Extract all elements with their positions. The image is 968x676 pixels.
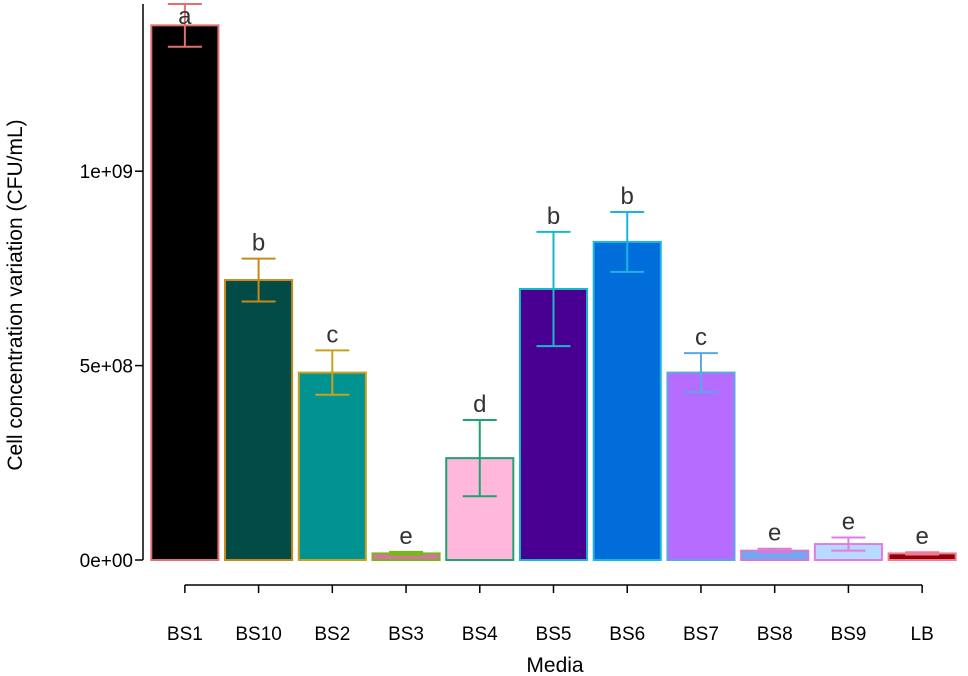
significance-label: e — [842, 508, 855, 535]
error-bar-bs2 — [315, 349, 350, 396]
significance-label: b — [621, 183, 634, 210]
significance-label: b — [547, 203, 560, 230]
bar-bs5 — [518, 287, 589, 561]
error-bar-bs7 — [683, 352, 718, 394]
bar-bs2 — [297, 371, 367, 562]
x-tick-label: BS7 — [683, 624, 719, 645]
x-tick-label: BS1 — [167, 624, 203, 645]
error-bar-bs1 — [167, 3, 202, 48]
significance-label: e — [915, 523, 928, 550]
x-tick-label: BS4 — [462, 624, 498, 645]
x-tick-label: BS3 — [388, 624, 424, 645]
significance-label: b — [252, 230, 265, 257]
significance-label: d — [473, 391, 486, 418]
bar-bs1 — [150, 24, 220, 561]
error-bar-bs6 — [610, 211, 645, 273]
error-bar-bs8 — [757, 547, 792, 554]
x-tick-label: LB — [911, 624, 934, 645]
significance-label: e — [768, 520, 781, 547]
significance-label: a — [178, 3, 192, 30]
significance-label: c — [326, 321, 338, 348]
error-bar-lb — [905, 551, 940, 556]
y-axis-title: Cell concentration variation (CFU/mL) — [4, 119, 27, 470]
bar-bs10 — [224, 279, 294, 561]
y-tick-label: 5e+08 — [80, 357, 133, 378]
significance-label: c — [695, 324, 707, 351]
error-bar-bs10 — [241, 257, 276, 303]
bar-bs6 — [592, 240, 662, 561]
y-tick-label: 1e+09 — [80, 162, 133, 183]
x-tick-label: BS10 — [235, 624, 281, 645]
bar-bs7 — [666, 371, 736, 562]
x-tick-label: BS5 — [536, 624, 572, 645]
y-tick-label: 0e+00 — [80, 551, 133, 572]
error-bar-bs5 — [536, 230, 571, 348]
x-axis-title: Media — [526, 654, 584, 676]
significance-label: e — [399, 523, 412, 550]
error-bar-bs4 — [462, 419, 497, 498]
x-tick-label: BS2 — [314, 624, 350, 645]
x-tick-label: BS9 — [830, 624, 866, 645]
error-bar-bs9 — [831, 536, 866, 552]
x-tick-label: BS6 — [609, 624, 645, 645]
x-tick-label: BS8 — [757, 624, 793, 645]
error-bar-bs3 — [389, 550, 424, 556]
